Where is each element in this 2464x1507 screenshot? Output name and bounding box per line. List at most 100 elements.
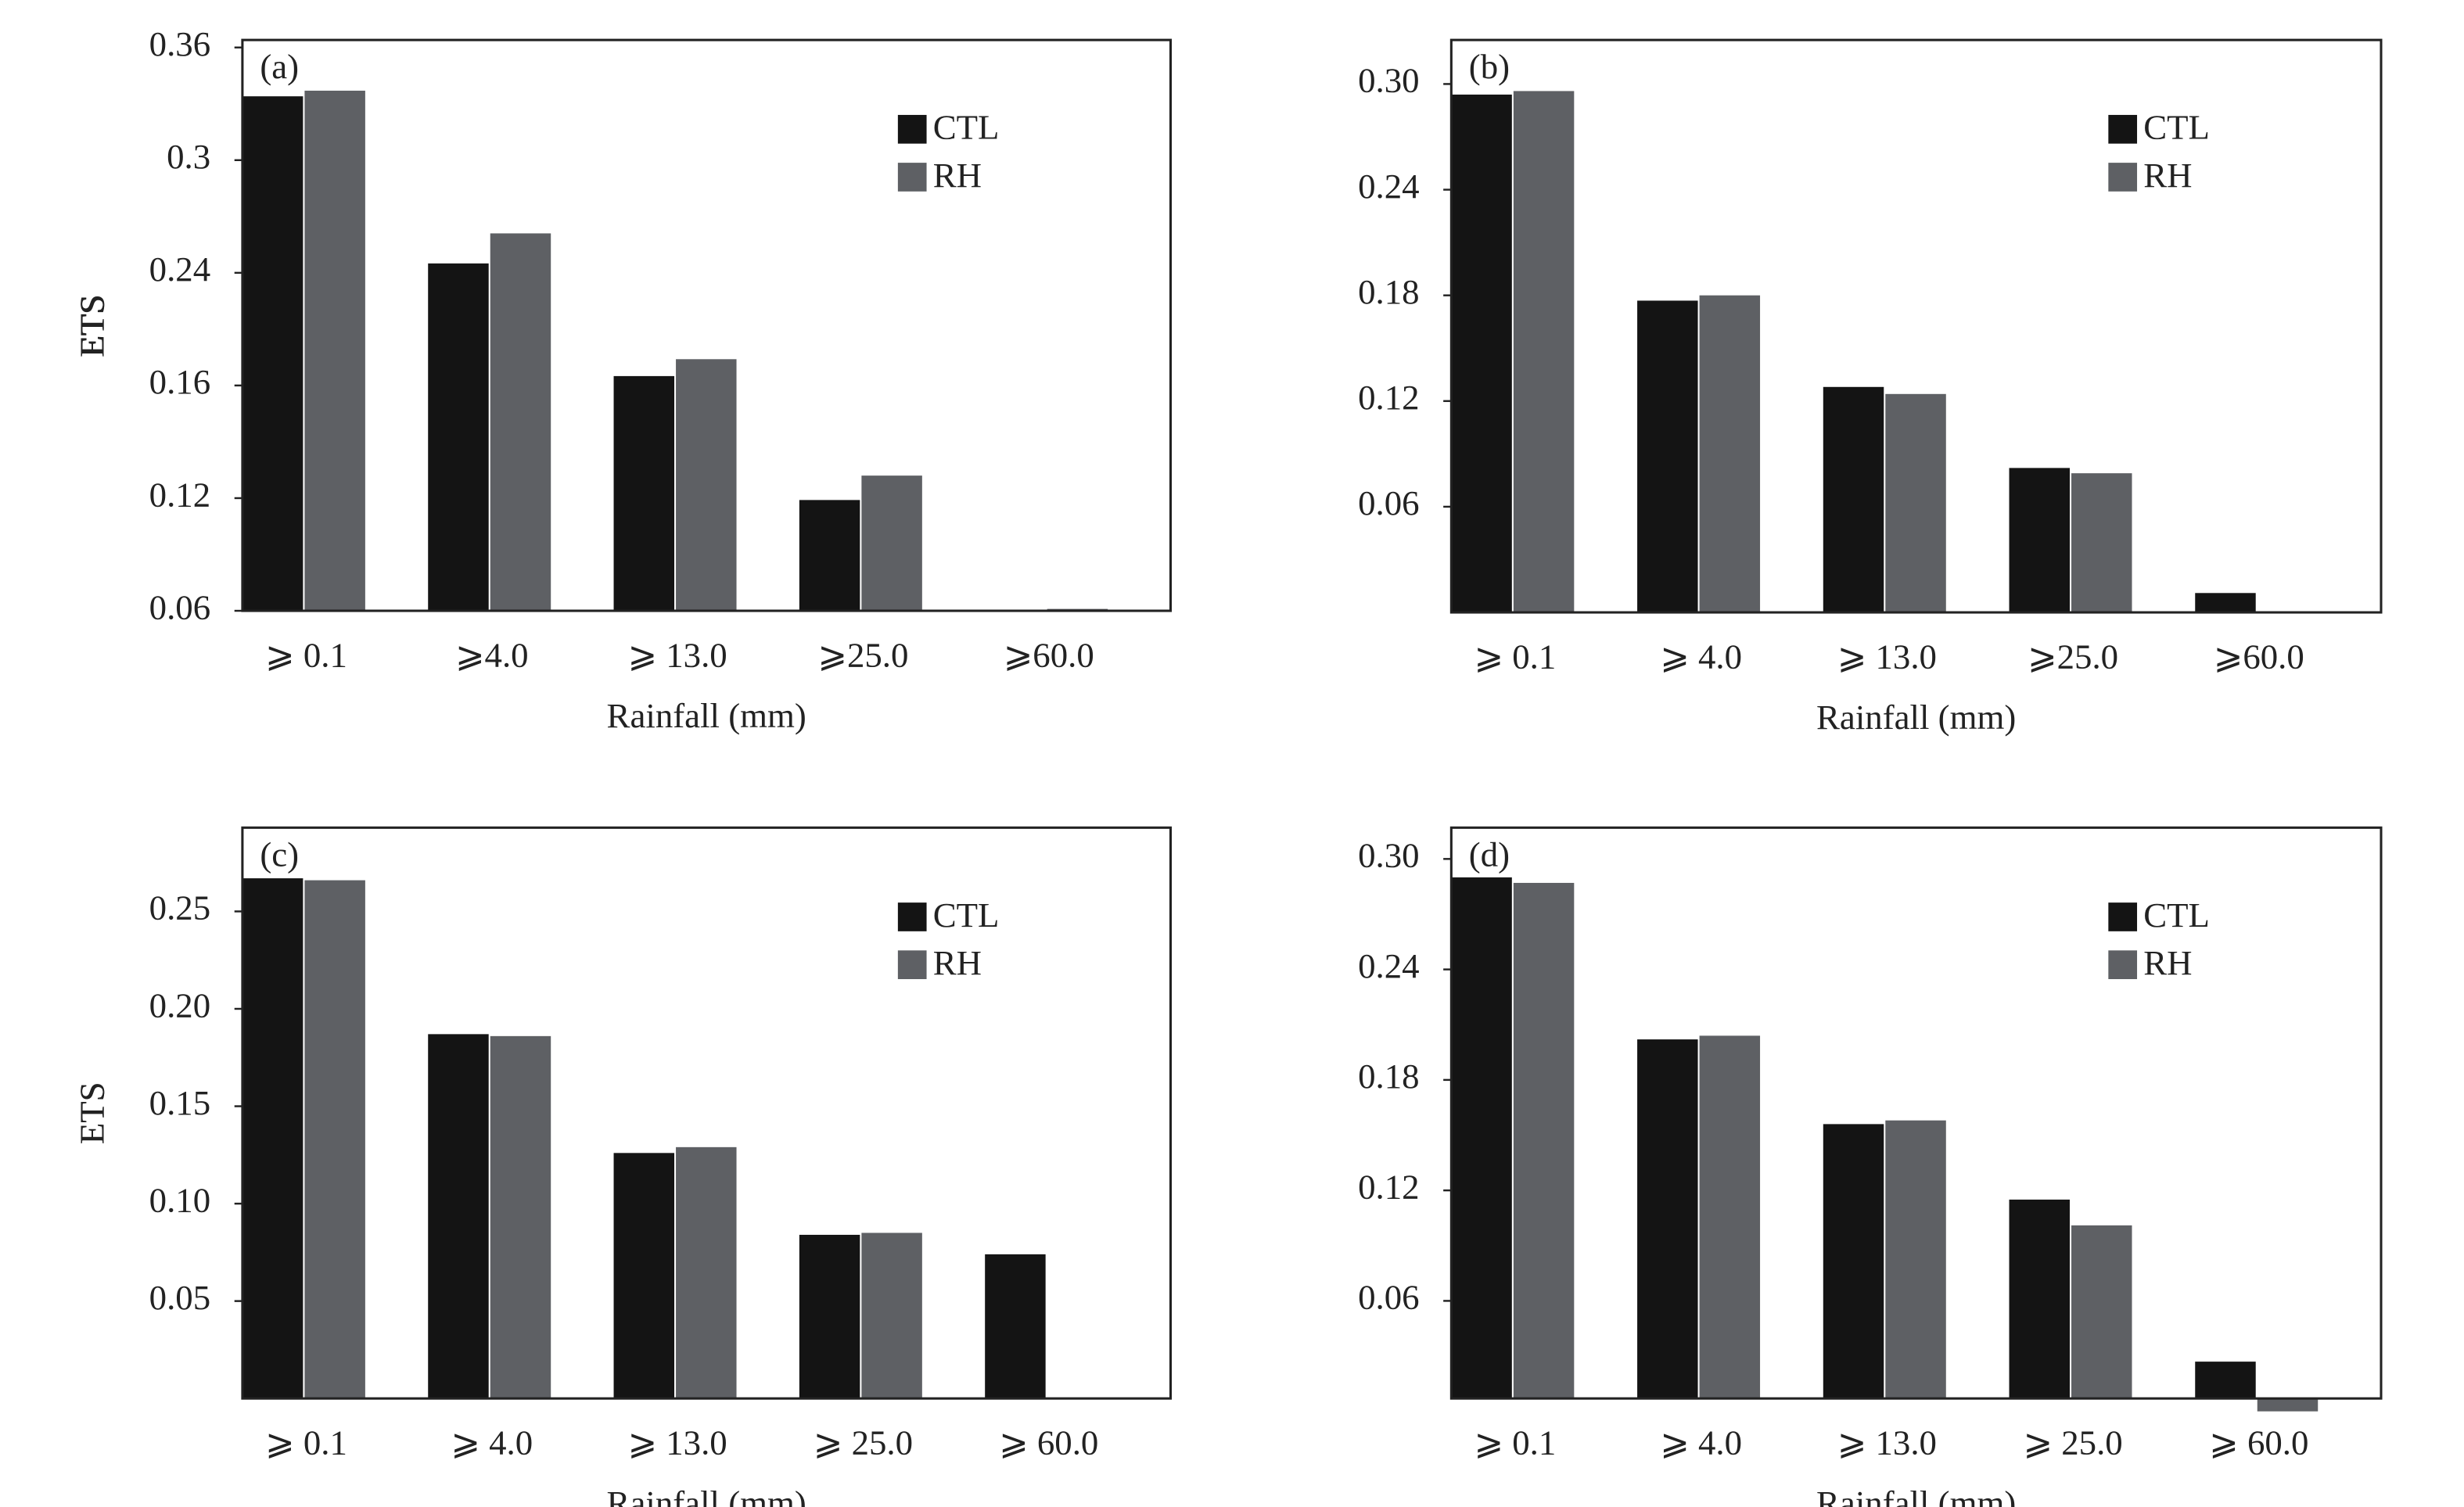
x-axis-label: Rainfall (mm) [1816,698,2016,737]
x-tick-label: ⩾ 0.1 [1474,1423,1556,1462]
legend-swatch [2108,114,2138,144]
legend-swatch [2108,950,2138,979]
panel-label: (c) [260,834,299,874]
bar [428,1034,489,1399]
bar [242,96,304,612]
bar [613,1153,675,1399]
legend-label: RH [2143,156,2192,195]
y-axis-label: ETS [73,1082,112,1144]
legend-label: CTL [2143,895,2210,935]
x-tick-label: ⩾ 25.0 [2023,1423,2122,1462]
x-tick-label: ⩾60.0 [1004,635,1094,674]
x-tick-label: ⩾25.0 [2028,637,2118,676]
y-axis-label: ETS [73,294,112,357]
y-tick-label: 0.18 [1358,1057,1419,1096]
bar [1699,295,1761,613]
y-tick-label: 0.06 [1358,483,1419,522]
x-tick-label: ⩾ 25.0 [814,1423,913,1462]
y-tick-label: 0.12 [149,475,210,514]
panel-label: (d) [1469,834,1510,874]
x-tick-label: ⩾ 4.0 [1660,1423,1742,1462]
bar [2009,1199,2070,1399]
bar [490,1035,551,1399]
bar [1823,386,1884,613]
bar [2195,593,2256,613]
bar [304,880,365,1399]
x-axis-label: Rainfall (mm) [607,1484,806,1507]
bar [1823,1124,1884,1399]
x-tick-label: ⩾ 60.0 [2209,1423,2308,1462]
bar [1637,300,1698,613]
bar [2071,473,2132,613]
x-tick-label: ⩾ 4.0 [451,1423,533,1462]
x-tick-label: ⩾4.0 [455,635,529,674]
bar [1885,393,1946,613]
x-tick-label: ⩾ 4.0 [1660,637,1742,676]
bar [490,233,551,612]
x-tick-label: ⩾ 60.0 [999,1423,1098,1462]
legend-label: CTL [933,895,1000,935]
y-tick-label: 0.3 [167,137,210,176]
plot-frame [1449,38,2383,614]
legend-label: RH [933,156,982,195]
y-axis-label: ETS [73,295,112,357]
y-axis-label: ETS [73,1082,112,1144]
legend-swatch [2108,902,2138,931]
legend-label: CTL [933,108,1000,147]
x-tick-label: ⩾ 13.0 [627,1423,727,1462]
x-axis-label: Rainfall (mm) [607,696,806,735]
y-tick-label: 0.16 [149,362,210,401]
panel-label: (a) [260,47,299,86]
x-tick-label: ⩾ 13.0 [627,635,727,674]
y-tick-label: 0.36 [149,24,210,63]
bar [242,878,304,1399]
bar [861,1233,922,1399]
bar [1699,1035,1761,1399]
bar [1637,1039,1698,1399]
x-tick-label: ⩾60.0 [2214,637,2304,676]
bar [1885,1120,1946,1399]
x-tick-label: ⩾ 0.1 [265,635,347,674]
x-tick-label: ⩾ 0.1 [1474,637,1556,676]
x-axis-label: Rainfall (mm) [1816,1484,2016,1507]
bar [2195,1362,2256,1399]
bar [1513,91,1575,613]
y-tick-label: 0.10 [149,1180,210,1219]
y-tick-label: 0.20 [149,985,210,1024]
bar [1451,94,1512,613]
bar [861,475,922,612]
y-tick-label: 0.24 [149,249,210,289]
bar [799,500,860,612]
legend-swatch [897,163,927,192]
y-tick-label: 0.25 [149,888,210,928]
bar [676,1146,737,1399]
y-tick-label: 0.30 [1358,61,1419,100]
plot-frame [1449,826,2383,1400]
x-tick-label: ⩾ 13.0 [1837,637,1937,676]
bar [304,90,365,612]
legend-swatch [897,950,927,979]
bar [2071,1225,2132,1399]
legend-swatch [2108,163,2138,192]
y-tick-label: 0.12 [1358,378,1419,417]
bar [2257,1398,2319,1412]
legend-swatch [897,902,927,931]
bar [985,1254,1046,1399]
bar [428,263,489,612]
legend-label: CTL [2143,108,2210,147]
y-tick-label: 0.06 [1358,1278,1419,1317]
x-tick-label: ⩾ 0.1 [265,1423,347,1462]
y-tick-label: 0.12 [1358,1167,1419,1206]
x-tick-label: ⩾25.0 [817,635,908,674]
bar [613,375,675,612]
legend-label: RH [2143,943,2192,982]
y-tick-label: 0.24 [1358,946,1419,985]
bar [1451,877,1512,1399]
legend-swatch [897,114,927,144]
y-tick-label: 0.06 [149,587,210,626]
y-tick-label: 0.05 [149,1278,210,1317]
panel-label: (b) [1469,47,1510,86]
plot-frame [241,38,1173,612]
